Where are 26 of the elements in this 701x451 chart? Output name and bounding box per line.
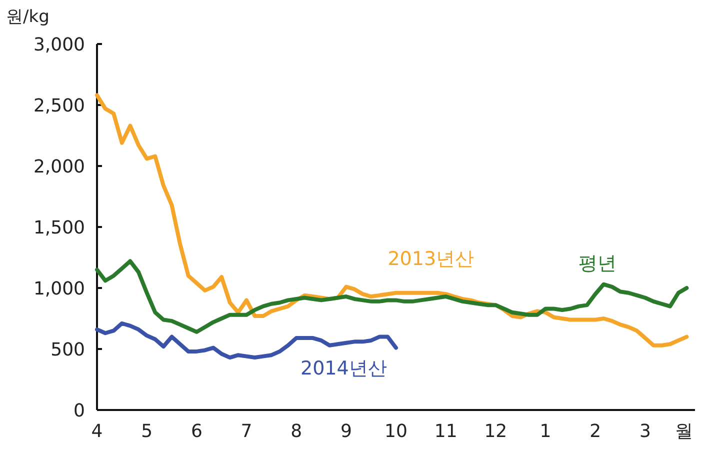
x-tick-label: 6: [190, 421, 202, 442]
y-tick-label: 2,000: [33, 156, 85, 178]
x-tick-label: 3: [639, 421, 651, 442]
y-tick-label: 0: [74, 400, 85, 422]
line-series: [95, 93, 689, 348]
y-tick-label: 3,000: [33, 34, 85, 56]
x-tick-label: 7: [240, 421, 252, 442]
x-tick-label: 4: [91, 421, 103, 442]
x-tick-label: 1: [540, 421, 552, 442]
line-series: [95, 321, 398, 360]
y-axis-title: 원/kg: [6, 7, 50, 27]
x-tick-label: 11: [434, 421, 458, 442]
x-tick-label: 8: [290, 421, 302, 442]
y-tick-label: 1,500: [33, 217, 85, 238]
y-tick-label: 500: [50, 339, 85, 360]
y-tick-label: 2,500: [33, 95, 85, 116]
series-label: 2014년산: [300, 358, 387, 380]
x-tick-label: 9: [340, 421, 352, 442]
y-tick-label: 1,000: [33, 278, 85, 300]
series-label: 평년: [578, 252, 617, 275]
x-tick-label: 12: [484, 421, 508, 442]
x-tick-label: 10: [384, 421, 408, 442]
x-tick-label: 2: [590, 421, 602, 442]
series-label: 2013년산: [388, 248, 474, 270]
x-axis-title: 월: [675, 421, 693, 442]
x-tick-label: 5: [141, 421, 153, 442]
